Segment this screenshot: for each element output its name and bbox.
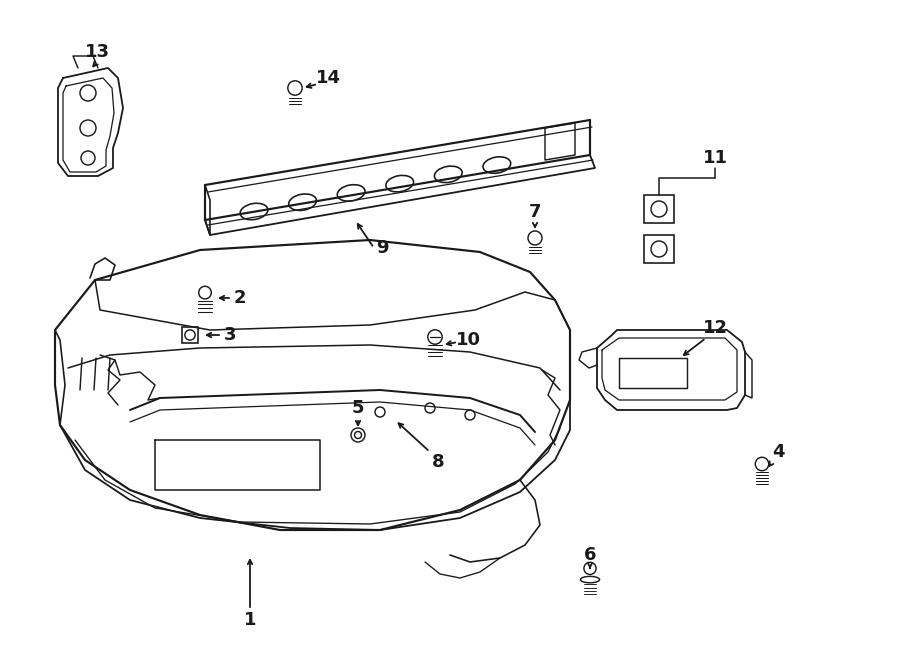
Text: 10: 10 — [455, 331, 481, 349]
Circle shape — [528, 231, 542, 245]
Text: 14: 14 — [316, 69, 340, 87]
Text: 7: 7 — [529, 203, 541, 221]
Bar — [644, 235, 674, 263]
Text: 3: 3 — [224, 326, 236, 344]
Text: 13: 13 — [85, 43, 110, 61]
Bar — [644, 195, 674, 223]
Text: 9: 9 — [376, 239, 388, 257]
Text: 4: 4 — [772, 443, 784, 461]
Text: 11: 11 — [703, 149, 727, 167]
Text: 5: 5 — [352, 399, 365, 417]
Text: 2: 2 — [234, 289, 247, 307]
Text: 8: 8 — [432, 453, 445, 471]
Text: 1: 1 — [244, 611, 256, 629]
Text: 12: 12 — [703, 319, 727, 337]
Circle shape — [288, 81, 302, 95]
Text: 6: 6 — [584, 546, 596, 564]
Bar — [182, 327, 198, 343]
